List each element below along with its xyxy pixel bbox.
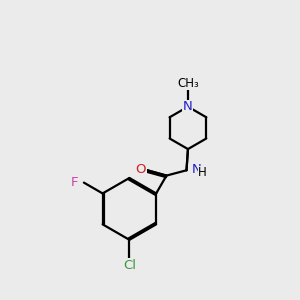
Text: F: F	[71, 176, 79, 189]
Text: N: N	[183, 100, 193, 113]
Text: N: N	[192, 163, 202, 176]
Text: Cl: Cl	[123, 259, 136, 272]
Text: CH₃: CH₃	[177, 76, 199, 90]
Text: H: H	[198, 166, 207, 179]
Text: O: O	[136, 163, 146, 176]
